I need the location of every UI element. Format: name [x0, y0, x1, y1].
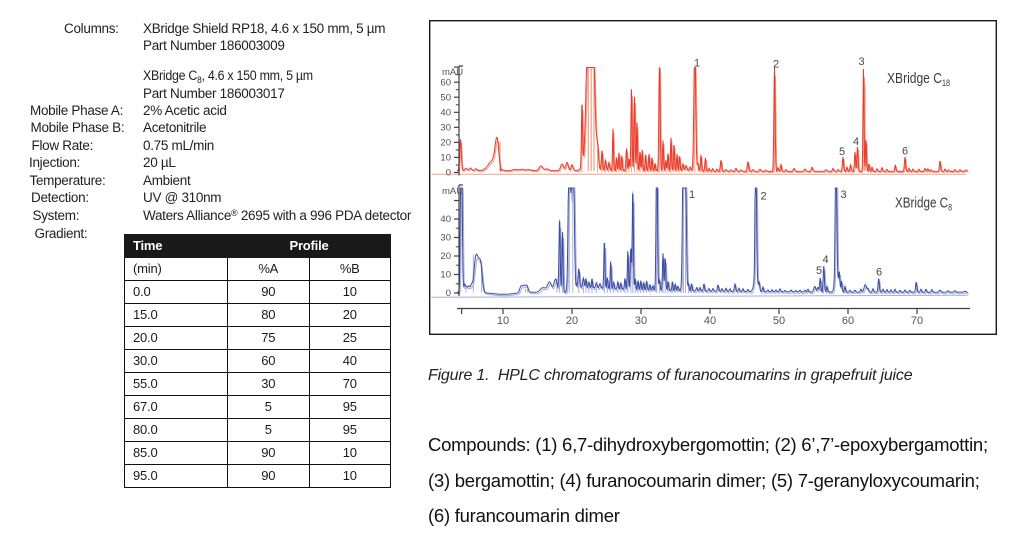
svg-text:60: 60	[440, 77, 451, 88]
svg-text:50: 50	[773, 315, 785, 327]
svg-text:40: 40	[704, 315, 716, 327]
svg-text:5: 5	[816, 265, 822, 277]
svg-text:30: 30	[440, 233, 451, 244]
svg-text:6: 6	[902, 146, 908, 158]
svg-text:XBridge C8: XBridge C8	[895, 195, 952, 213]
svg-text:2: 2	[773, 59, 779, 71]
svg-text:1: 1	[689, 189, 695, 201]
svg-text:3: 3	[859, 56, 865, 68]
svg-text:10: 10	[440, 270, 451, 281]
svg-text:10: 10	[440, 153, 451, 164]
svg-text:40: 40	[440, 108, 451, 119]
svg-text:2: 2	[761, 191, 767, 203]
svg-text:1: 1	[694, 58, 700, 70]
svg-text:30: 30	[440, 123, 451, 134]
svg-text:0: 0	[446, 168, 451, 179]
svg-text:10: 10	[497, 315, 509, 327]
svg-text:30: 30	[635, 315, 647, 327]
svg-text:XBridge C18: XBridge C18	[887, 70, 950, 88]
svg-text:20: 20	[440, 251, 451, 262]
svg-text:3: 3	[841, 189, 847, 201]
svg-text:mAU: mAU	[442, 186, 463, 197]
svg-text:4: 4	[853, 136, 859, 148]
svg-text:70: 70	[911, 315, 923, 327]
svg-text:6: 6	[876, 267, 882, 279]
svg-text:20: 20	[566, 315, 578, 327]
svg-text:50: 50	[440, 93, 451, 104]
svg-text:0: 0	[446, 288, 451, 299]
svg-text:mAU: mAU	[442, 67, 463, 78]
svg-text:4: 4	[823, 254, 829, 266]
svg-text:60: 60	[842, 315, 854, 327]
svg-text:20: 20	[440, 138, 451, 149]
svg-text:40: 40	[440, 214, 451, 225]
svg-text:5: 5	[839, 146, 845, 158]
